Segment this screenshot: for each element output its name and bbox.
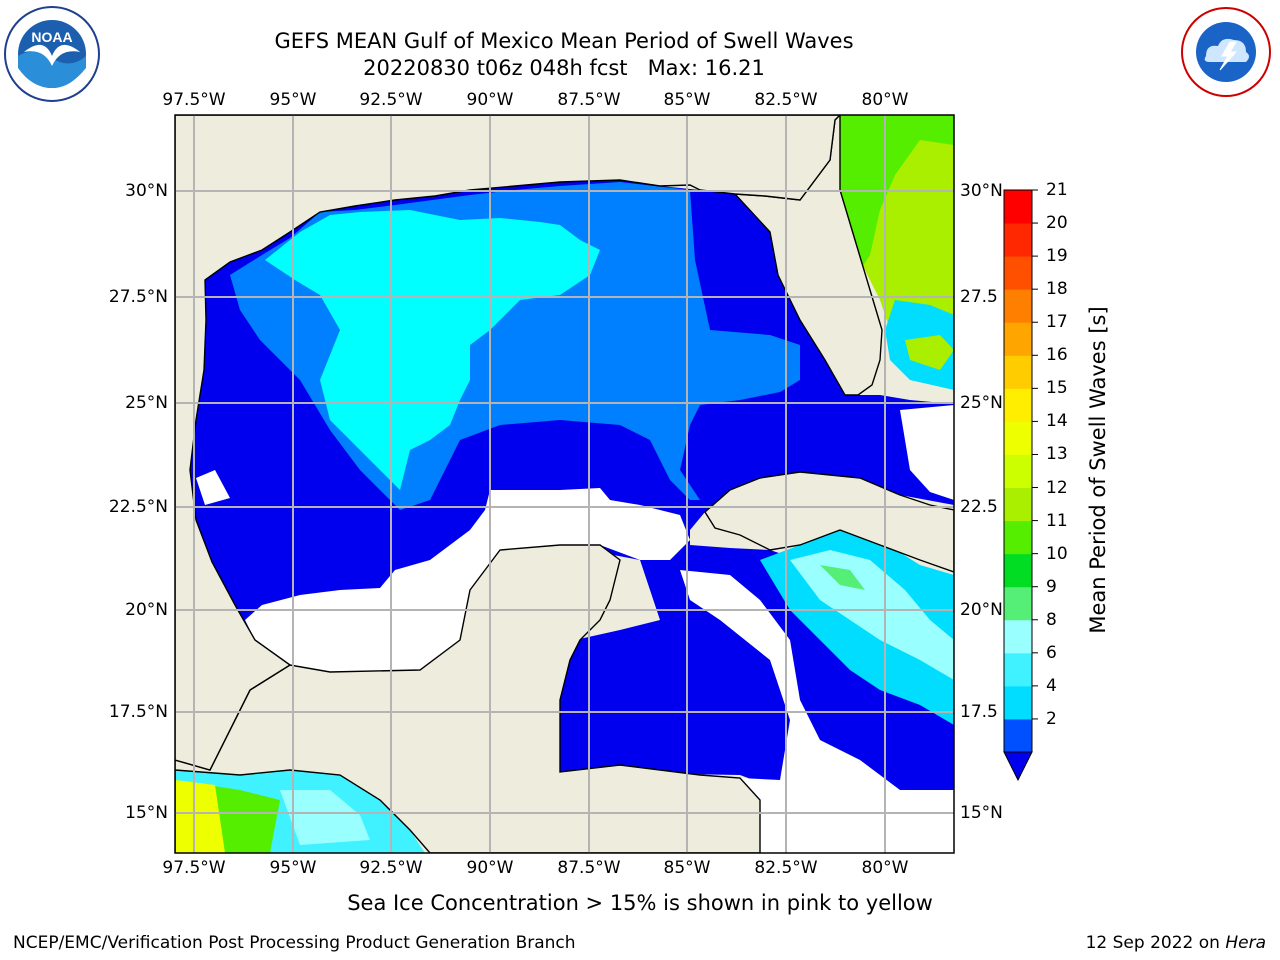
lat-label: 22.5 bbox=[960, 497, 998, 517]
colorbar-bin bbox=[1004, 256, 1032, 290]
colorbar-tick-label: 8 bbox=[1046, 609, 1057, 630]
lat-label: 20°N bbox=[960, 600, 1003, 620]
pacific-swell bbox=[280, 790, 370, 845]
colorbar-bin bbox=[1004, 388, 1032, 422]
footer-date: 12 Sep 2022 on Hera bbox=[1086, 932, 1266, 954]
colorbar-extend-arrow bbox=[1003, 751, 1033, 782]
colorbar-tick-label: 16 bbox=[1046, 345, 1068, 366]
lat-label: 15°N bbox=[125, 803, 168, 823]
colorbar-tick-label: 4 bbox=[1046, 675, 1057, 696]
colorbar-label: Mean Period of Swell Waves [s] bbox=[1086, 306, 1110, 634]
lon-label: 85°W bbox=[663, 90, 711, 110]
lon-label: 82.5°W bbox=[754, 858, 818, 878]
footer-host: Hera bbox=[1225, 933, 1266, 953]
lon-label: 95°W bbox=[269, 858, 317, 878]
sea-ice-caption: Sea Ice Concentration > 15% is shown in … bbox=[347, 891, 933, 915]
colorbar-bin bbox=[1004, 355, 1032, 389]
lat-label: 25°N bbox=[960, 393, 1003, 413]
colorbar-bin bbox=[1004, 619, 1032, 654]
lon-label: 80°W bbox=[861, 90, 909, 110]
colorbar-tick-label: 13 bbox=[1046, 444, 1068, 465]
lon-label: 95°W bbox=[269, 90, 317, 110]
lon-label: 97.5°W bbox=[162, 90, 226, 110]
nodata-area bbox=[196, 470, 230, 505]
lon-label: 97.5°W bbox=[162, 858, 226, 878]
lat-label: 27.5 bbox=[960, 287, 998, 307]
colorbar-bin bbox=[1004, 322, 1032, 356]
contour-4-6 bbox=[265, 210, 600, 490]
colorbar-bin bbox=[1004, 454, 1032, 489]
colorbar-tick-label: 2 bbox=[1046, 708, 1057, 729]
lat-label: 25°N bbox=[125, 393, 168, 413]
graticule bbox=[175, 115, 954, 853]
colorbar-tick-label: 9 bbox=[1046, 576, 1057, 597]
colorbar-bin bbox=[1004, 586, 1032, 621]
colorbar-bin bbox=[1004, 223, 1032, 257]
chart-subtitle: 20220830 t06z 048h fcst Max: 16.21 bbox=[363, 56, 765, 80]
lon-label: 82.5°W bbox=[754, 90, 818, 110]
lat-label: 30°N bbox=[125, 181, 168, 201]
nodata-area bbox=[900, 405, 954, 500]
colorbar-bin bbox=[1004, 289, 1032, 323]
lat-label: 15°N bbox=[960, 803, 1003, 823]
caribbean-swell bbox=[820, 565, 865, 590]
svg-text:NOAA: NOAA bbox=[31, 29, 72, 45]
lat-label: 30°N bbox=[960, 181, 1003, 201]
caribbean-swell bbox=[790, 550, 954, 680]
colorbar-tick-label: 10 bbox=[1046, 543, 1068, 564]
colorbar-frame bbox=[1003, 189, 1033, 753]
lat-label: 20°N bbox=[125, 600, 168, 620]
colorbar-tick-label: 18 bbox=[1046, 279, 1068, 300]
nws-logo-icon bbox=[1176, 4, 1276, 100]
colorbar-bin bbox=[1004, 718, 1032, 753]
colorbar-tick-label: 12 bbox=[1046, 477, 1068, 498]
colorbar-bin bbox=[1004, 520, 1032, 555]
colorbar-tick-label: 21 bbox=[1046, 180, 1068, 200]
lon-label: 90°W bbox=[466, 858, 514, 878]
colorbar-tick-label: 6 bbox=[1046, 642, 1057, 663]
map-frame bbox=[174, 114, 955, 854]
colorbar-bin bbox=[1004, 190, 1032, 224]
colorbar-bin bbox=[1004, 652, 1032, 687]
lon-label: 80°W bbox=[861, 858, 909, 878]
footer-date-text: 12 Sep 2022 on bbox=[1085, 933, 1226, 953]
lon-label: 85°W bbox=[663, 858, 711, 878]
colorbar-tick-label: 20 bbox=[1046, 213, 1068, 234]
noaa-logo-icon: NOAA bbox=[4, 6, 100, 102]
lon-label: 87.5°W bbox=[557, 90, 621, 110]
footer-credit: NCEP/EMC/Verification Post Processing Pr… bbox=[13, 933, 576, 953]
atlantic-swell bbox=[840, 115, 954, 270]
atlantic-swell bbox=[905, 335, 954, 370]
colorbar-tick-label: 14 bbox=[1046, 411, 1068, 432]
colorbar-bin bbox=[1004, 487, 1032, 522]
colorbar-tick-label: 19 bbox=[1046, 246, 1068, 267]
colorbar-tick-label: 17 bbox=[1046, 312, 1068, 333]
mexico-west-land bbox=[175, 115, 841, 771]
lat-label: 17.5 bbox=[960, 702, 998, 722]
colorbar bbox=[1003, 189, 1038, 782]
pacific-swell bbox=[175, 780, 225, 853]
chart-title: GEFS MEAN Gulf of Mexico Mean Period of … bbox=[274, 29, 854, 53]
colorbar-tick-label: 11 bbox=[1046, 510, 1068, 531]
lon-label: 92.5°W bbox=[359, 90, 423, 110]
lon-label: 92.5°W bbox=[359, 858, 423, 878]
colorbar-bin bbox=[1004, 421, 1032, 455]
colorbar-tick-label: 15 bbox=[1046, 378, 1068, 399]
lon-label: 90°W bbox=[466, 90, 514, 110]
colorbar-bin bbox=[1004, 553, 1032, 588]
lat-label: 17.5°N bbox=[108, 702, 168, 722]
lon-label: 87.5°W bbox=[557, 858, 621, 878]
lat-label: 22.5°N bbox=[108, 497, 168, 517]
lat-label: 27.5°N bbox=[108, 287, 168, 307]
nodata-area bbox=[245, 488, 690, 672]
colorbar-bin bbox=[1004, 685, 1032, 720]
